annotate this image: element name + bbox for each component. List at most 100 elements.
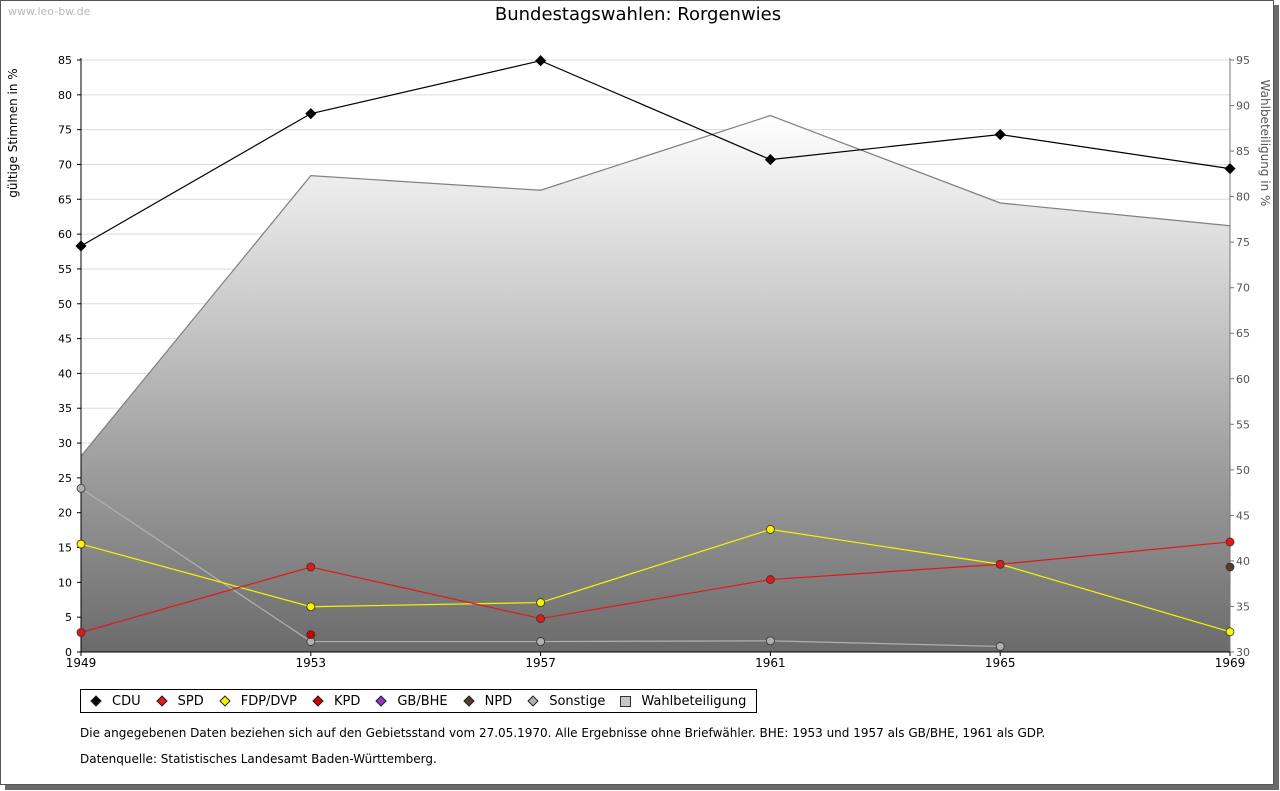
- turnout-area-fill: [81, 115, 1230, 652]
- point-sonstige: [76, 483, 86, 493]
- y2-tick-label: 80: [1236, 191, 1250, 204]
- series-line-spd: [80, 541, 1231, 634]
- series-line-fdp-dvp: [80, 528, 1231, 633]
- x-tick-label: 1961: [755, 656, 786, 670]
- legend-item-sonstige: Sonstige: [527, 694, 605, 709]
- series-lines: [75, 55, 1236, 651]
- y-tick-label: 30: [58, 437, 72, 450]
- point-spd: [995, 559, 1005, 569]
- y-tick-label: 35: [58, 402, 72, 415]
- point-spd: [1225, 537, 1235, 547]
- legend-item-kpd: KPD: [312, 694, 360, 709]
- legend-label-wahlbeteiligung: Wahlbeteiligung: [641, 693, 747, 709]
- y2-tick-label: 60: [1236, 373, 1250, 386]
- y-tick-label: 65: [58, 193, 72, 206]
- point-fdp-dvp: [76, 539, 86, 549]
- x-tick-label: 1949: [66, 656, 97, 670]
- y2-tick-label: 30: [1236, 646, 1250, 659]
- point-cdu: [535, 55, 547, 67]
- legend-marker-spd: [155, 695, 168, 707]
- turnout-area-line: [80, 114, 1231, 457]
- y2-tick-label: 70: [1236, 282, 1250, 295]
- point-fdp-dvp: [1225, 627, 1235, 637]
- point-spd: [306, 562, 316, 572]
- legend-marker-npd: [462, 695, 475, 707]
- y2-axis-label: Wahlbeteiligung in %: [1258, 80, 1272, 207]
- point-cdu: [75, 240, 87, 252]
- legend: CDU SPD FDP/DVP KPD GB/BHE NPD Sonstige Wahlbet…: [80, 689, 758, 713]
- legend-label-spd: SPD: [177, 693, 204, 709]
- point-cdu: [1224, 163, 1236, 175]
- legend-label-gb-bhe: GB/BHE: [397, 693, 448, 709]
- point-spd: [766, 575, 775, 584]
- y2-tick-label: 50: [1236, 464, 1250, 477]
- legend-label-npd: NPD: [484, 693, 513, 709]
- legend-marker-cdu: [90, 695, 102, 707]
- y2-tick-label: 75: [1236, 236, 1250, 249]
- y-tick-label: 25: [58, 472, 72, 485]
- y2-tick-label: 65: [1236, 327, 1250, 340]
- note-gebietsstand: Die angegebenen Daten beziehen sich auf …: [80, 726, 1046, 740]
- point-fdp-dvp: [536, 598, 545, 607]
- point-cdu: [764, 154, 776, 166]
- x-tick-label: 1969: [1215, 656, 1246, 670]
- legend-marker-fdp-dvp: [219, 695, 231, 707]
- x-tick-label: 1953: [296, 656, 327, 670]
- y-axis-label: gültige Stimmen in %: [6, 68, 20, 197]
- axes: 0 5 10 15 20 25 30 35 40 45 50 55 60 65 70 75 80 85 30 35 40…: [58, 54, 1250, 670]
- legend-item-spd: SPD: [155, 693, 204, 709]
- y2-tick-label: 55: [1236, 418, 1250, 431]
- y-tick-label: 55: [58, 263, 72, 276]
- y-tick-label: 20: [58, 507, 72, 520]
- legend-label-kpd: KPD: [333, 693, 361, 709]
- legend-marker-sonstige: [527, 695, 539, 707]
- y-tick-label: 5: [65, 611, 72, 624]
- point-fdp-dvp: [766, 525, 775, 534]
- legend-marker-gb-bhe: [375, 695, 387, 707]
- x-tick-label: 1965: [985, 656, 1016, 670]
- y2-tick-label: 40: [1236, 555, 1250, 568]
- y-tick-label: 80: [58, 89, 72, 102]
- note-datenquelle: Datenquelle: Statistisches Landesamt Bad…: [80, 752, 437, 766]
- point-npd: [1225, 562, 1235, 572]
- legend-item-wahlbeteiligung: Wahlbeteiligung: [620, 694, 746, 709]
- legend-label-cdu: CDU: [112, 693, 141, 709]
- legend-item-gb-bhe: GB/BHE: [375, 693, 448, 709]
- series-line-cdu: [80, 60, 1231, 247]
- y-tick-label: 45: [58, 333, 72, 346]
- y2-tick-label: 95: [1236, 54, 1250, 67]
- point-spd: [536, 614, 545, 623]
- y2-tick-label: 85: [1236, 145, 1250, 158]
- legend-item-cdu: CDU: [90, 694, 141, 709]
- chart-title: Bundestagswahlen: Rorgenwies: [494, 4, 782, 25]
- chart-svg: 0 5 10 15 20 25 30 35 40 45 50 55 60 65 70 75 80 85 30 35 40…: [6, 54, 1272, 670]
- watermark: www.leo-bw.de: [8, 5, 91, 18]
- x-tick-label: 1957: [525, 656, 556, 670]
- y-tick-label: 70: [58, 158, 72, 171]
- point-fdp-dvp: [306, 602, 316, 612]
- point-sonstige: [995, 642, 1005, 651]
- y2-tick-label: 45: [1236, 509, 1250, 522]
- y-tick-label: 85: [58, 54, 72, 67]
- legend-marker-wahlbeteiligung: [620, 695, 632, 707]
- turnout-area: [80, 114, 1231, 652]
- y-tick-label: 10: [58, 576, 72, 589]
- y-tick-label: 15: [58, 542, 72, 555]
- y-tick-label: 0: [65, 646, 72, 659]
- y-tick-label: 40: [58, 367, 72, 380]
- legend-label-sonstige: Sonstige: [549, 693, 606, 709]
- legend-item-fdp-dvp: FDP/DVP: [219, 694, 297, 709]
- point-cdu: [305, 108, 317, 120]
- legend-label-fdp-dvp: FDP/DVP: [240, 693, 297, 709]
- y2-tick-label: 90: [1236, 100, 1250, 113]
- legend-item-npd: NPD: [462, 693, 513, 709]
- legend-marker-kpd: [312, 695, 324, 707]
- point-sonstige: [536, 637, 545, 646]
- point-kpd: [306, 630, 316, 639]
- point-spd: [76, 628, 86, 637]
- y-tick-label: 60: [58, 228, 72, 241]
- point-cdu: [994, 128, 1006, 141]
- y2-tick-label: 35: [1236, 600, 1250, 613]
- point-sonstige: [766, 636, 775, 646]
- y-tick-label: 50: [58, 298, 72, 311]
